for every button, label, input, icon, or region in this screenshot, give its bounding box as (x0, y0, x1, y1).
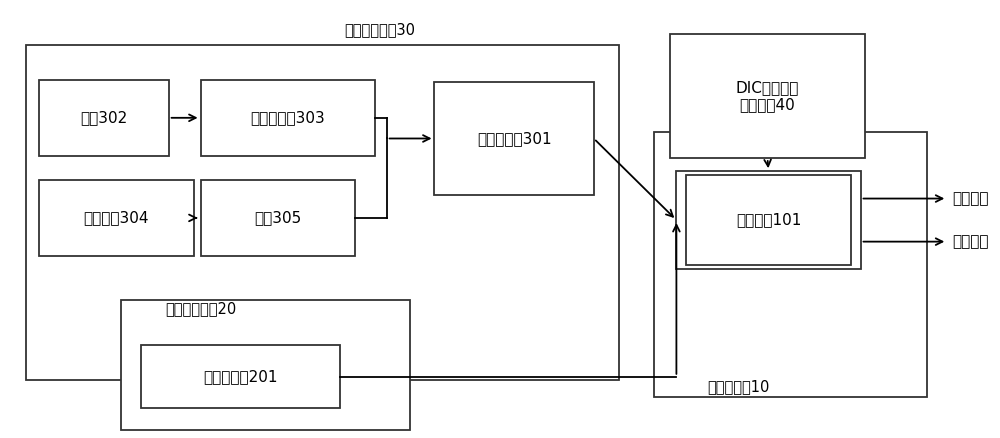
Text: 气体控制器303: 气体控制器303 (250, 110, 325, 125)
Bar (121, 300, 410, 430)
Text: 原位拉伸台10: 原位拉伸台10 (707, 379, 769, 394)
Bar (434, 82, 594, 195)
Text: 拉伸腔体101: 拉伸腔体101 (736, 212, 801, 228)
Bar (676, 171, 861, 269)
Bar (201, 80, 375, 156)
Bar (686, 176, 851, 265)
Bar (201, 180, 355, 256)
Bar (670, 34, 865, 158)
Bar (654, 132, 927, 397)
Text: 温度控制系统20: 温度控制系统20 (165, 301, 236, 316)
Text: 汽化发生器301: 汽化发生器301 (477, 131, 551, 146)
Text: 氮气排空: 氮气排空 (952, 234, 989, 249)
Text: 气瓶302: 气瓶302 (80, 110, 128, 125)
Text: 水泵305: 水泵305 (254, 210, 301, 226)
Bar (39, 180, 194, 256)
Bar (26, 45, 619, 380)
Bar (141, 345, 340, 408)
Text: DIC显微应变
测量系统40: DIC显微应变 测量系统40 (736, 80, 799, 112)
Text: 蒸汽排空: 蒸汽排空 (952, 191, 989, 206)
Text: 液氮存储器201: 液氮存储器201 (203, 369, 278, 384)
Text: 湿度控制系统30: 湿度控制系统30 (344, 22, 415, 37)
Text: 盛水容器304: 盛水容器304 (84, 210, 149, 226)
Bar (39, 80, 169, 156)
